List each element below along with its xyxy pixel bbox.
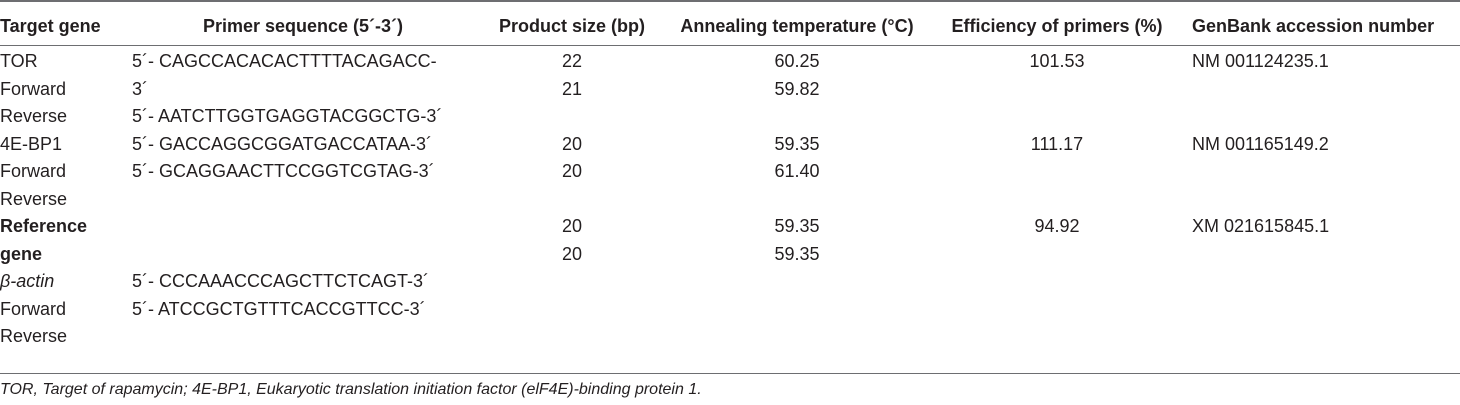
- product-size-cell: 21: [561, 78, 583, 99]
- header-efficiency: Efficiency of primers (%): [951, 16, 1163, 36]
- product-size-cell: 22: [561, 51, 583, 71]
- header-target-gene: Target gene: [0, 16, 101, 36]
- header-annealing-temperature: Annealing temperature (°C): [680, 16, 914, 36]
- annealing-temperature-cell: 60.25: [774, 51, 820, 71]
- gene-cell: Forward: [0, 161, 67, 181]
- efficiency-cell: 111.17: [1030, 133, 1084, 154]
- table-bottom-rule: [0, 373, 1460, 374]
- primer-cell: 5´- ATCCGCTGTTTCACCGTTCC-3´: [132, 298, 426, 319]
- product-size-cell: 20: [561, 216, 583, 236]
- efficiency-cell: 101.53: [1029, 51, 1085, 71]
- genbank-cell: XM 021615845.1: [1192, 216, 1330, 236]
- annealing-temperature-cell: 61.40: [774, 161, 820, 181]
- efficiency-cell: 94.92: [1034, 216, 1080, 236]
- header-primer-sequence: Primer sequence (5´-3´): [202, 16, 404, 36]
- gene-cell: Forward: [0, 298, 67, 319]
- gene-cell: TOR: [0, 51, 38, 71]
- annealing-temperature-cell: 59.35: [774, 216, 820, 236]
- gene-cell: Forward: [0, 78, 67, 99]
- primer-cell: 5´- GCAGGAACTTCCGGTCGTAG-3´: [132, 161, 435, 181]
- primer-cell: 3´: [132, 78, 149, 99]
- table-header-rule: [0, 45, 1460, 46]
- annealing-temperature-cell: 59.35: [774, 133, 820, 154]
- product-size-cell: 20: [561, 161, 583, 181]
- genbank-cell: NM 001165149.2: [1192, 133, 1329, 154]
- primer-cell: 5´- AATCTTGGTGAGGTACGGCTG-3´: [132, 106, 443, 126]
- gene-cell: Reverse: [0, 106, 68, 126]
- header-product-size: Product size (bp): [498, 16, 646, 36]
- annealing-temperature-cell: 59.82: [774, 78, 820, 99]
- gene-cell: gene: [0, 243, 43, 264]
- gene-cell: 4E-BP1: [0, 133, 63, 154]
- gene-cell: β-actin: [0, 271, 55, 291]
- primer-cell: 5´- CCCAAACCCAGCTTCTCAGT-3´: [132, 271, 430, 291]
- gene-cell: Reverse: [0, 188, 68, 209]
- genbank-cell: NM 001124235.1: [1192, 51, 1329, 71]
- primer-cell: 5´- GACCAGGCGGATGACCATAA-3´: [132, 133, 433, 154]
- annealing-temperature-cell: 59.35: [774, 243, 820, 264]
- product-size-cell: 20: [561, 133, 583, 154]
- header-genbank: GenBank accession number: [1192, 16, 1435, 36]
- primer-cell: 5´- CAGCCACACACTTTTACAGACC-: [132, 51, 437, 71]
- product-size-cell: 20: [561, 243, 583, 264]
- table-top-rule: [0, 0, 1460, 2]
- gene-cell: Reference: [0, 216, 88, 236]
- gene-cell: Reverse: [0, 326, 68, 346]
- table-footnote: TOR, Target of rapamycin; 4E-BP1, Eukary…: [0, 381, 702, 398]
